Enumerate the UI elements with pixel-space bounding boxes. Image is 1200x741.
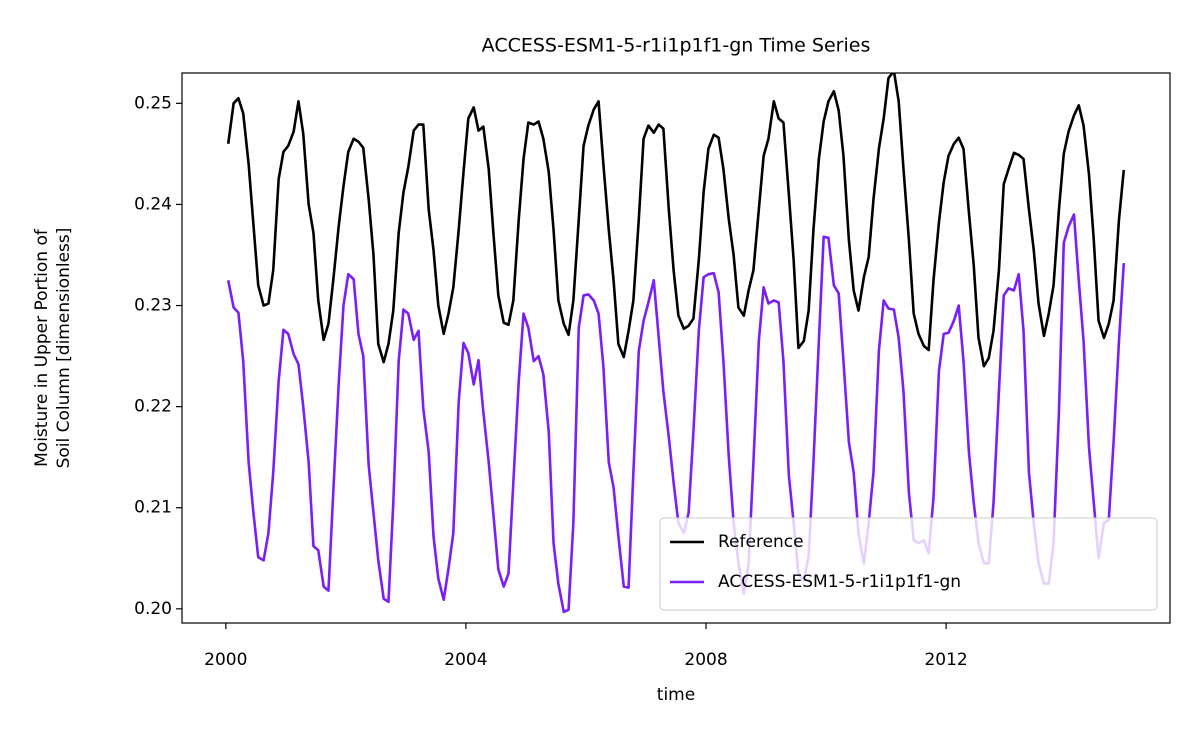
legend-box	[659, 517, 1158, 611]
y-axis-label: Moisture in Upper Portion of	[32, 228, 52, 467]
x-tick-label: 2000	[204, 650, 247, 670]
y-tick-label: 0.23	[134, 296, 172, 316]
chart-title: ACCESS-ESM1-5-r1i1p1f1-gn Time Series	[482, 35, 871, 57]
series-line	[226, 213, 1126, 614]
legend-label: ACCESS-ESM1-5-r1i1p1f1-gn	[718, 572, 961, 592]
x-tick-label: 2012	[924, 650, 967, 670]
x-tick-label: 2004	[444, 650, 487, 670]
x-axis-label: time	[657, 685, 695, 705]
x-tick-label: 2008	[684, 650, 727, 670]
y-tick-label: 0.25	[134, 93, 172, 113]
y-tick-label: 0.24	[134, 194, 172, 214]
plot-frame	[181, 72, 1171, 624]
y-tick-label: 0.21	[134, 498, 172, 518]
y-axis-label: Soil Column [dimensionless]	[54, 228, 74, 469]
y-tick-label: 0.20	[134, 599, 172, 619]
legend-label: Reference	[718, 532, 804, 552]
series-line	[226, 73, 1126, 368]
y-tick-label: 0.22	[134, 397, 172, 417]
